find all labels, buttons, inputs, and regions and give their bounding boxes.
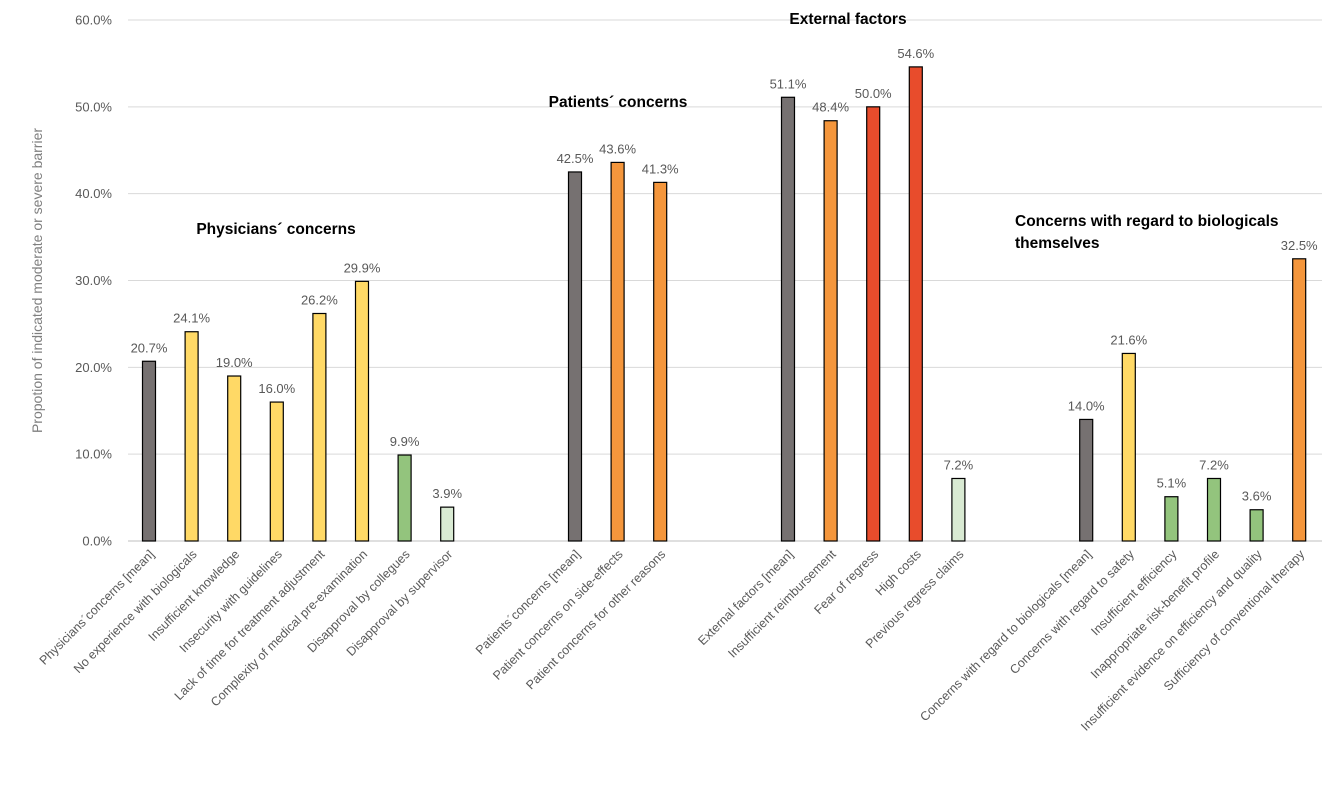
data-label: 3.6%: [1242, 489, 1272, 504]
bar: [141, 360, 157, 542]
bar: [269, 401, 284, 542]
data-label: 50.0%: [855, 86, 892, 101]
bar: [440, 506, 455, 542]
data-labels: 20.7% 24.1% 19.0% 16.0% 26.2% 29.9% 9.9% 3.9% 42…: [131, 46, 1319, 504]
group-title: Patients´ concerns: [549, 94, 688, 111]
y-tick-label: 50.0%: [75, 99, 112, 114]
group-title: Physicians´ concerns: [196, 221, 355, 238]
group-title: Concerns with regard to biologicals: [1015, 213, 1279, 230]
group-titles: Physicians´ concerns Patients´ concerns Ex…: [196, 11, 1278, 252]
category-labels: Physicians´concerns [mean]No experience …: [37, 547, 1308, 734]
bar: [823, 120, 838, 542]
data-label: 41.3%: [642, 161, 679, 176]
data-label: 9.9%: [390, 434, 420, 449]
y-tick-label: 10.0%: [75, 447, 112, 462]
data-label: 32.5%: [1281, 238, 1318, 253]
category-label: Complexity of medical pre-examination: [208, 547, 370, 709]
bar: [397, 454, 412, 542]
bar: [866, 106, 881, 542]
data-label: 42.5%: [557, 151, 594, 166]
y-tick-label: 40.0%: [75, 186, 112, 201]
bar: [1079, 418, 1094, 542]
bar: [1206, 477, 1222, 542]
y-tick-label: 60.0%: [75, 13, 112, 28]
data-label: 51.1%: [770, 76, 807, 91]
data-label: 5.1%: [1157, 476, 1187, 491]
data-label: 21.6%: [1110, 332, 1147, 347]
y-tick-label: 30.0%: [75, 273, 112, 288]
data-label: 14.0%: [1068, 398, 1105, 413]
bar: [567, 171, 583, 542]
bar: [951, 477, 966, 542]
group-title: themselves: [1015, 235, 1099, 252]
data-label: 3.9%: [432, 486, 462, 501]
data-label: 7.2%: [1199, 457, 1229, 472]
y-tick-label: 0.0%: [82, 534, 112, 549]
bar: [354, 280, 370, 542]
category-label: Lack of time for treatment adjustment: [172, 547, 328, 703]
bar: [1121, 352, 1136, 542]
data-label: 7.2%: [944, 457, 974, 472]
group-title: External factors: [789, 11, 906, 28]
bar: [653, 181, 668, 542]
y-axis-title: Propotion of indicated moderate or sever…: [29, 128, 45, 433]
gridlines: [128, 19, 1322, 542]
bar: [610, 161, 625, 542]
y-tick-label: 20.0%: [75, 360, 112, 375]
bar: [1292, 258, 1307, 542]
bar: [312, 312, 327, 542]
data-label: 24.1%: [173, 311, 210, 326]
data-label: 19.0%: [216, 355, 253, 370]
bar: [227, 375, 242, 542]
data-label: 54.6%: [897, 46, 934, 61]
bar: [184, 331, 199, 542]
data-label: 26.2%: [301, 292, 338, 307]
bars: [141, 66, 1307, 542]
data-label: 16.0%: [258, 381, 295, 396]
y-axis-tick-labels: 0.0% 10.0% 20.0% 30.0% 40.0% 50.0% 60.0%: [75, 13, 112, 549]
data-label: 29.9%: [344, 260, 381, 275]
data-label: 43.6%: [599, 141, 636, 156]
bar: [908, 66, 923, 542]
bar: [1164, 496, 1179, 542]
bar: [1249, 509, 1264, 542]
data-label: 48.4%: [812, 100, 849, 115]
bar: [780, 96, 796, 542]
data-label: 20.7%: [131, 340, 168, 355]
